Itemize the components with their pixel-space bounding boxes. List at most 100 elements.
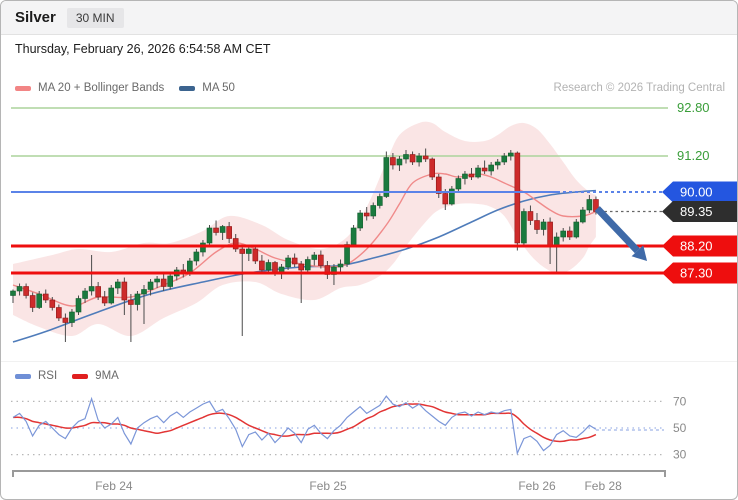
candle-body bbox=[265, 262, 272, 271]
candle-body bbox=[304, 259, 311, 271]
candle-body bbox=[376, 196, 383, 206]
candle-body bbox=[187, 260, 193, 274]
candle-body bbox=[403, 154, 409, 160]
candle-body bbox=[514, 152, 521, 244]
price-badge-label: 89.35 bbox=[680, 204, 713, 219]
header: Silver 30 MIN bbox=[1, 1, 737, 35]
timeframe-badge[interactable]: 30 MIN bbox=[66, 7, 124, 28]
candle-body bbox=[357, 212, 363, 229]
rsi-label: RSI bbox=[38, 370, 58, 382]
candle-body bbox=[219, 226, 226, 233]
candle-body bbox=[573, 221, 580, 238]
candle-body bbox=[36, 293, 43, 308]
datetime-label: Thursday, February 26, 2026 6:54:58 AM C… bbox=[15, 42, 271, 56]
candle-body bbox=[390, 157, 396, 166]
candle-body bbox=[507, 152, 514, 157]
candle-body bbox=[455, 178, 462, 190]
price-badge-label: 87.30 bbox=[680, 266, 713, 281]
rsi-line bbox=[12, 395, 597, 456]
candle-body bbox=[88, 286, 95, 292]
candle-body bbox=[147, 281, 154, 290]
candle-body bbox=[350, 227, 357, 245]
candle-body bbox=[547, 221, 553, 247]
candle-body bbox=[62, 317, 69, 323]
candle-body bbox=[501, 155, 508, 163]
x-axis-tick-label: Feb 26 bbox=[518, 479, 556, 493]
candle-body bbox=[16, 286, 23, 292]
candle-body bbox=[213, 227, 219, 233]
rsi-tick-label: 30 bbox=[673, 448, 687, 462]
candle-body bbox=[252, 248, 259, 262]
candle-body bbox=[134, 293, 141, 305]
candle-body bbox=[527, 211, 534, 221]
candle-body bbox=[363, 212, 370, 217]
candle-body bbox=[193, 251, 200, 262]
candle-body bbox=[396, 158, 403, 166]
candle-body bbox=[488, 164, 494, 172]
ma50-swatch bbox=[179, 85, 196, 91]
candle-body bbox=[259, 260, 265, 271]
candle-body bbox=[534, 220, 540, 230]
candle-body bbox=[462, 173, 468, 179]
x-axis-tick-label: Feb 28 bbox=[584, 479, 622, 493]
candle-body bbox=[521, 211, 527, 244]
x-axis-tick-label: Feb 25 bbox=[309, 479, 347, 493]
candle-body bbox=[435, 176, 442, 194]
price-legend: MA 20 + Bollinger Bands MA 50 Research ©… bbox=[15, 82, 725, 94]
candle-body bbox=[409, 154, 416, 163]
candle-body bbox=[586, 199, 593, 211]
candle-body bbox=[429, 158, 436, 178]
ma20-bollinger-swatch bbox=[15, 85, 31, 91]
rsi-tick-label: 70 bbox=[673, 394, 687, 408]
panel-divider bbox=[1, 361, 737, 362]
price-badge-89.35 bbox=[662, 201, 737, 222]
candle-body bbox=[494, 161, 501, 166]
candle-body bbox=[167, 275, 173, 287]
price-badge-label: 90.00 bbox=[680, 185, 713, 200]
candle-body bbox=[69, 311, 75, 323]
candle-body bbox=[101, 296, 108, 304]
candle-body bbox=[475, 167, 481, 178]
rsi-ma9-swatch bbox=[72, 373, 89, 379]
candle-body bbox=[566, 230, 573, 238]
rsi-legend: RSI 9MA bbox=[15, 370, 127, 382]
rsi-ma9-label: 9MA bbox=[95, 370, 119, 382]
candle-body bbox=[298, 263, 305, 271]
candle-body bbox=[318, 254, 324, 266]
price-badge-90.00 bbox=[662, 181, 737, 203]
candle-body bbox=[311, 254, 318, 260]
ma50-label: MA 50 bbox=[202, 82, 235, 94]
candle-body bbox=[115, 281, 121, 289]
candle-body bbox=[246, 248, 252, 254]
price-badge-87.30 bbox=[662, 262, 737, 284]
candle-body bbox=[239, 248, 246, 254]
candle-body bbox=[154, 278, 160, 283]
candle-body bbox=[291, 257, 298, 265]
candle-body bbox=[95, 286, 101, 298]
candle-body bbox=[370, 205, 377, 217]
candle-body bbox=[10, 290, 16, 296]
candle-body bbox=[285, 257, 291, 268]
candle-body bbox=[29, 295, 36, 308]
candle-body bbox=[560, 230, 567, 238]
candle-body bbox=[442, 193, 449, 205]
price-level-label: 92.80 bbox=[677, 100, 710, 115]
candle-body bbox=[121, 281, 128, 301]
candle-body bbox=[206, 227, 213, 244]
candle-body bbox=[232, 238, 239, 250]
candle-body bbox=[337, 263, 344, 268]
instrument-title: Silver bbox=[15, 9, 56, 26]
candle-body bbox=[82, 290, 88, 299]
candle-body bbox=[226, 226, 232, 239]
copyright-credit: Research © 2026 Trading Central bbox=[553, 82, 725, 94]
candle-body bbox=[272, 262, 278, 274]
candle-body bbox=[540, 221, 547, 230]
price-badge-label: 88.20 bbox=[680, 239, 713, 254]
price-level-label: 91.20 bbox=[677, 148, 710, 163]
price-badge-88.20 bbox=[662, 235, 737, 257]
candle-body bbox=[580, 209, 586, 223]
rsi-swatch bbox=[15, 373, 31, 379]
candle-body bbox=[468, 173, 475, 178]
candle-body bbox=[449, 188, 455, 205]
